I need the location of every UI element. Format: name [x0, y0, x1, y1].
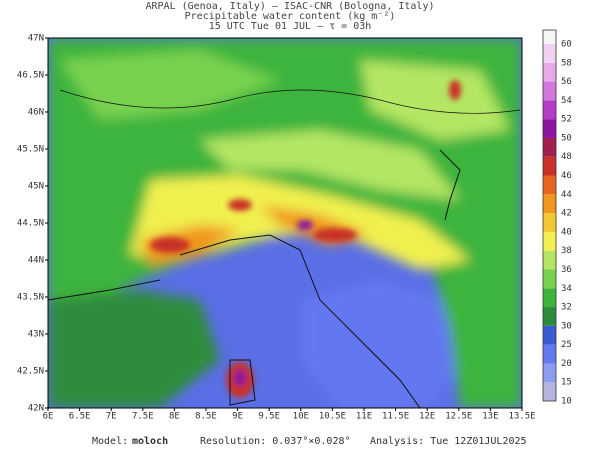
colorbar-label: 56	[561, 77, 572, 87]
colorbar-label: 30	[561, 321, 572, 331]
lon-label: 12E	[419, 412, 435, 422]
lon-label: 8.5E	[195, 412, 217, 422]
time: 15 UTC Tue 01 JUL – τ = 03h	[209, 21, 372, 32]
colorbar-label: 38	[561, 246, 572, 256]
map-field	[48, 38, 522, 408]
colorbar-label: 42	[561, 209, 572, 219]
lon-label: 6E	[43, 412, 54, 422]
colorbar-segment	[543, 325, 556, 345]
colorbar-segment	[543, 62, 556, 82]
colorbar-segment	[543, 213, 556, 232]
lat-label: 44N	[28, 256, 44, 266]
lon-label: 10E	[293, 412, 309, 422]
colorbar-label: 15	[561, 378, 572, 388]
model: moloch	[132, 436, 168, 447]
colorbar-label: 52	[561, 115, 572, 125]
lon-label: 7.5E	[132, 412, 154, 422]
lon-label: 11.5E	[382, 412, 409, 422]
lat-label: 45.5N	[17, 145, 44, 155]
lon-label: 10.5E	[319, 412, 346, 422]
colorbar-label: 40	[561, 227, 572, 237]
colorbar-segment	[543, 363, 556, 383]
colorbar-segment	[543, 194, 556, 214]
colorbar-label: 48	[561, 152, 572, 162]
lon-label: 9E	[232, 412, 243, 422]
analysis: Analysis: Tue 12Z01JUL2025	[370, 436, 527, 447]
lat-label: 46.5N	[17, 71, 44, 81]
colorbar-label: 34	[561, 284, 572, 294]
colorbar-segment	[543, 100, 556, 120]
colorbar-segment	[543, 288, 556, 308]
lon-label: 11E	[356, 412, 372, 422]
lon-label: 13.5E	[508, 412, 535, 422]
colorbar-segment	[543, 119, 556, 138]
resolution: Resolution: 0.037°×0.028°	[200, 436, 351, 447]
colorbar-frame	[542, 29, 557, 402]
colorbar-label: 36	[561, 265, 572, 275]
lat-label: 42N	[28, 404, 44, 414]
colorbar-segment	[543, 137, 556, 157]
lon-label: 8E	[169, 412, 180, 422]
colorbar-label: 60	[561, 40, 572, 50]
colorbar-segment	[543, 344, 556, 364]
colorbar-segment	[543, 44, 556, 63]
colorbar-segment	[543, 250, 556, 270]
subtitle: Precipitable water content (kg m⁻²)	[185, 11, 396, 22]
lat-label: 43.5N	[17, 293, 44, 303]
colorbar-segment	[543, 156, 556, 176]
colorbar-segment	[543, 175, 556, 195]
colorbar-segment	[543, 231, 556, 251]
lat-label: 45N	[28, 182, 44, 192]
colorbar-segment	[543, 269, 556, 289]
colorbar-label: 54	[561, 96, 572, 106]
colorbar-segment	[543, 30, 556, 44]
colorbar-segment	[543, 81, 556, 101]
lat-label: 42.5N	[17, 367, 44, 377]
lon-label: 9.5E	[258, 412, 280, 422]
colorbar-label: 44	[561, 190, 572, 200]
colorbar-label: 25	[561, 340, 572, 350]
colorbar-segment	[543, 382, 556, 401]
lat-label: 46N	[28, 108, 44, 118]
colorbar-label: 10	[561, 397, 572, 407]
colorbar-label: 58	[561, 58, 572, 68]
lat-label: 47N	[28, 34, 44, 44]
colorbar-label: 50	[561, 133, 572, 143]
lat-label: 43N	[28, 330, 44, 340]
title: ARPAL (Genoa, Italy) – ISAC-CNR (Bologna…	[146, 1, 435, 12]
colorbar-label: 20	[561, 359, 572, 369]
lon-label: 6.5E	[69, 412, 91, 422]
colorbar-label: 46	[561, 171, 572, 181]
colorbar-segment	[543, 307, 556, 326]
colorbar-label: 32	[561, 303, 572, 313]
model-label: Model:	[92, 436, 128, 447]
lon-label: 13E	[482, 412, 498, 422]
lon-label: 12.5E	[445, 412, 472, 422]
lat-label: 44.5N	[17, 219, 44, 229]
lon-label: 7E	[106, 412, 117, 422]
